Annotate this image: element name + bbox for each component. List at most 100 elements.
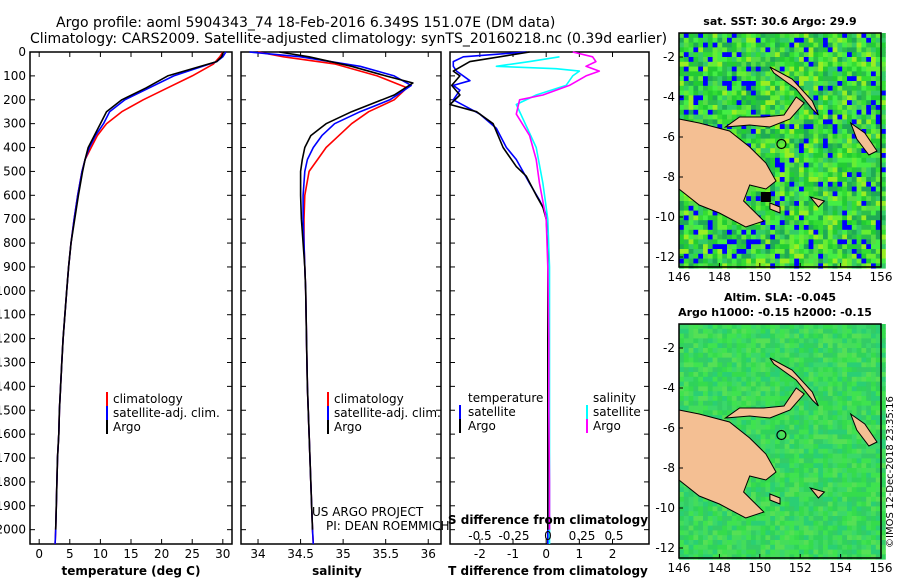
heatmap-cell <box>799 338 805 344</box>
heatmap-cell <box>698 52 704 58</box>
heatmap-cell <box>703 357 709 363</box>
heatmap-cell <box>799 109 805 115</box>
heatmap-cell <box>688 229 694 235</box>
heatmap-cell <box>851 396 857 402</box>
heatmap-cell <box>784 348 790 354</box>
heatmap-cell <box>731 348 737 354</box>
heatmap-cell <box>688 535 694 541</box>
lat-tick-label: -6 <box>663 130 675 144</box>
heatmap-cell <box>722 405 728 411</box>
heatmap-cell <box>813 357 819 363</box>
heatmap-cell <box>847 429 853 435</box>
heatmap-cell <box>880 167 886 173</box>
heatmap-cell <box>746 357 752 363</box>
heatmap-cell <box>875 544 881 550</box>
heatmap-cell <box>683 396 689 402</box>
heatmap-cell <box>784 167 790 173</box>
heatmap-cell <box>803 201 809 207</box>
heatmap-cell <box>727 333 733 339</box>
heatmap-cell <box>779 129 785 135</box>
heatmap-cell <box>751 348 757 354</box>
heatmap-cell <box>746 554 752 560</box>
heatmap-cell <box>770 239 776 245</box>
heatmap-cell <box>880 215 886 221</box>
heatmap-cell <box>679 90 685 96</box>
heatmap-cell <box>712 324 718 330</box>
heatmap-cell <box>837 109 843 115</box>
heatmap-cell <box>808 157 814 163</box>
heatmap-cell <box>880 253 886 259</box>
heatmap-cell <box>746 234 752 240</box>
heatmap-cell <box>688 376 694 382</box>
heatmap-cell <box>875 511 881 517</box>
heatmap-cell <box>727 114 733 120</box>
heatmap-cell <box>808 328 814 334</box>
heatmap-cell <box>871 343 877 349</box>
heatmap-cell <box>847 448 853 454</box>
lon-tick-label: 148 <box>708 270 731 284</box>
heatmap-cell <box>827 338 833 344</box>
heatmap-cell <box>770 501 776 507</box>
heatmap-cell <box>861 215 867 221</box>
heatmap-cell <box>731 66 737 72</box>
heatmap-cell <box>823 357 829 363</box>
heatmap-cell <box>755 396 761 402</box>
heatmap-cell <box>703 210 709 216</box>
heatmap-cell <box>784 352 790 358</box>
heatmap-cell <box>722 343 728 349</box>
heatmap-cell <box>707 215 713 221</box>
heatmap-cell <box>813 338 819 344</box>
heatmap-cell <box>688 386 694 392</box>
heatmap-cell <box>703 338 709 344</box>
heatmap-cell <box>861 516 867 522</box>
heatmap-cell <box>827 114 833 120</box>
heatmap-cell <box>755 386 761 392</box>
heatmap-cell <box>861 477 867 483</box>
heatmap-cell <box>875 167 881 173</box>
heatmap-cell <box>746 544 752 550</box>
heatmap-cell <box>861 90 867 96</box>
heatmap-cell <box>775 530 781 536</box>
heatmap-cell <box>679 372 685 378</box>
heatmap-cell <box>823 153 829 159</box>
heatmap-cell <box>847 362 853 368</box>
heatmap-cell <box>832 143 838 149</box>
heatmap-cell <box>741 348 747 354</box>
heatmap-cell <box>818 143 824 149</box>
heatmap-cell <box>875 37 881 43</box>
heatmap-cell <box>851 239 857 245</box>
heatmap-cell <box>856 333 862 339</box>
heatmap-cell <box>813 37 819 43</box>
heatmap-cell <box>751 205 757 211</box>
heatmap-cell <box>779 501 785 507</box>
heatmap-cell <box>683 61 689 67</box>
heatmap-cell <box>880 191 886 197</box>
heatmap-cell <box>808 482 814 488</box>
heatmap-cell <box>856 57 862 63</box>
heatmap-cell <box>784 410 790 416</box>
heatmap-cell <box>823 352 829 358</box>
heatmap-cell <box>712 263 718 269</box>
heatmap-cell <box>727 324 733 330</box>
heatmap-cell <box>755 424 761 430</box>
heatmap-cell <box>688 372 694 378</box>
heatmap-cell <box>875 157 881 163</box>
heatmap-cell <box>775 225 781 231</box>
heatmap-cell <box>755 530 761 536</box>
heatmap-cell <box>741 420 747 426</box>
heatmap-cell <box>784 328 790 334</box>
heatmap-cell <box>751 61 757 67</box>
heatmap-cell <box>688 249 694 255</box>
heatmap-cell <box>727 42 733 48</box>
heatmap-cell <box>775 415 781 421</box>
heatmap-cell <box>861 258 867 264</box>
square-marker <box>760 192 771 202</box>
heatmap-cell <box>688 234 694 240</box>
heatmap-cell <box>779 47 785 53</box>
heatmap-cell <box>727 338 733 344</box>
heatmap-cell <box>842 153 848 159</box>
heatmap-cell <box>856 372 862 378</box>
heatmap-cell <box>813 162 819 168</box>
heatmap-cell <box>779 530 785 536</box>
heatmap-cell <box>746 85 752 91</box>
